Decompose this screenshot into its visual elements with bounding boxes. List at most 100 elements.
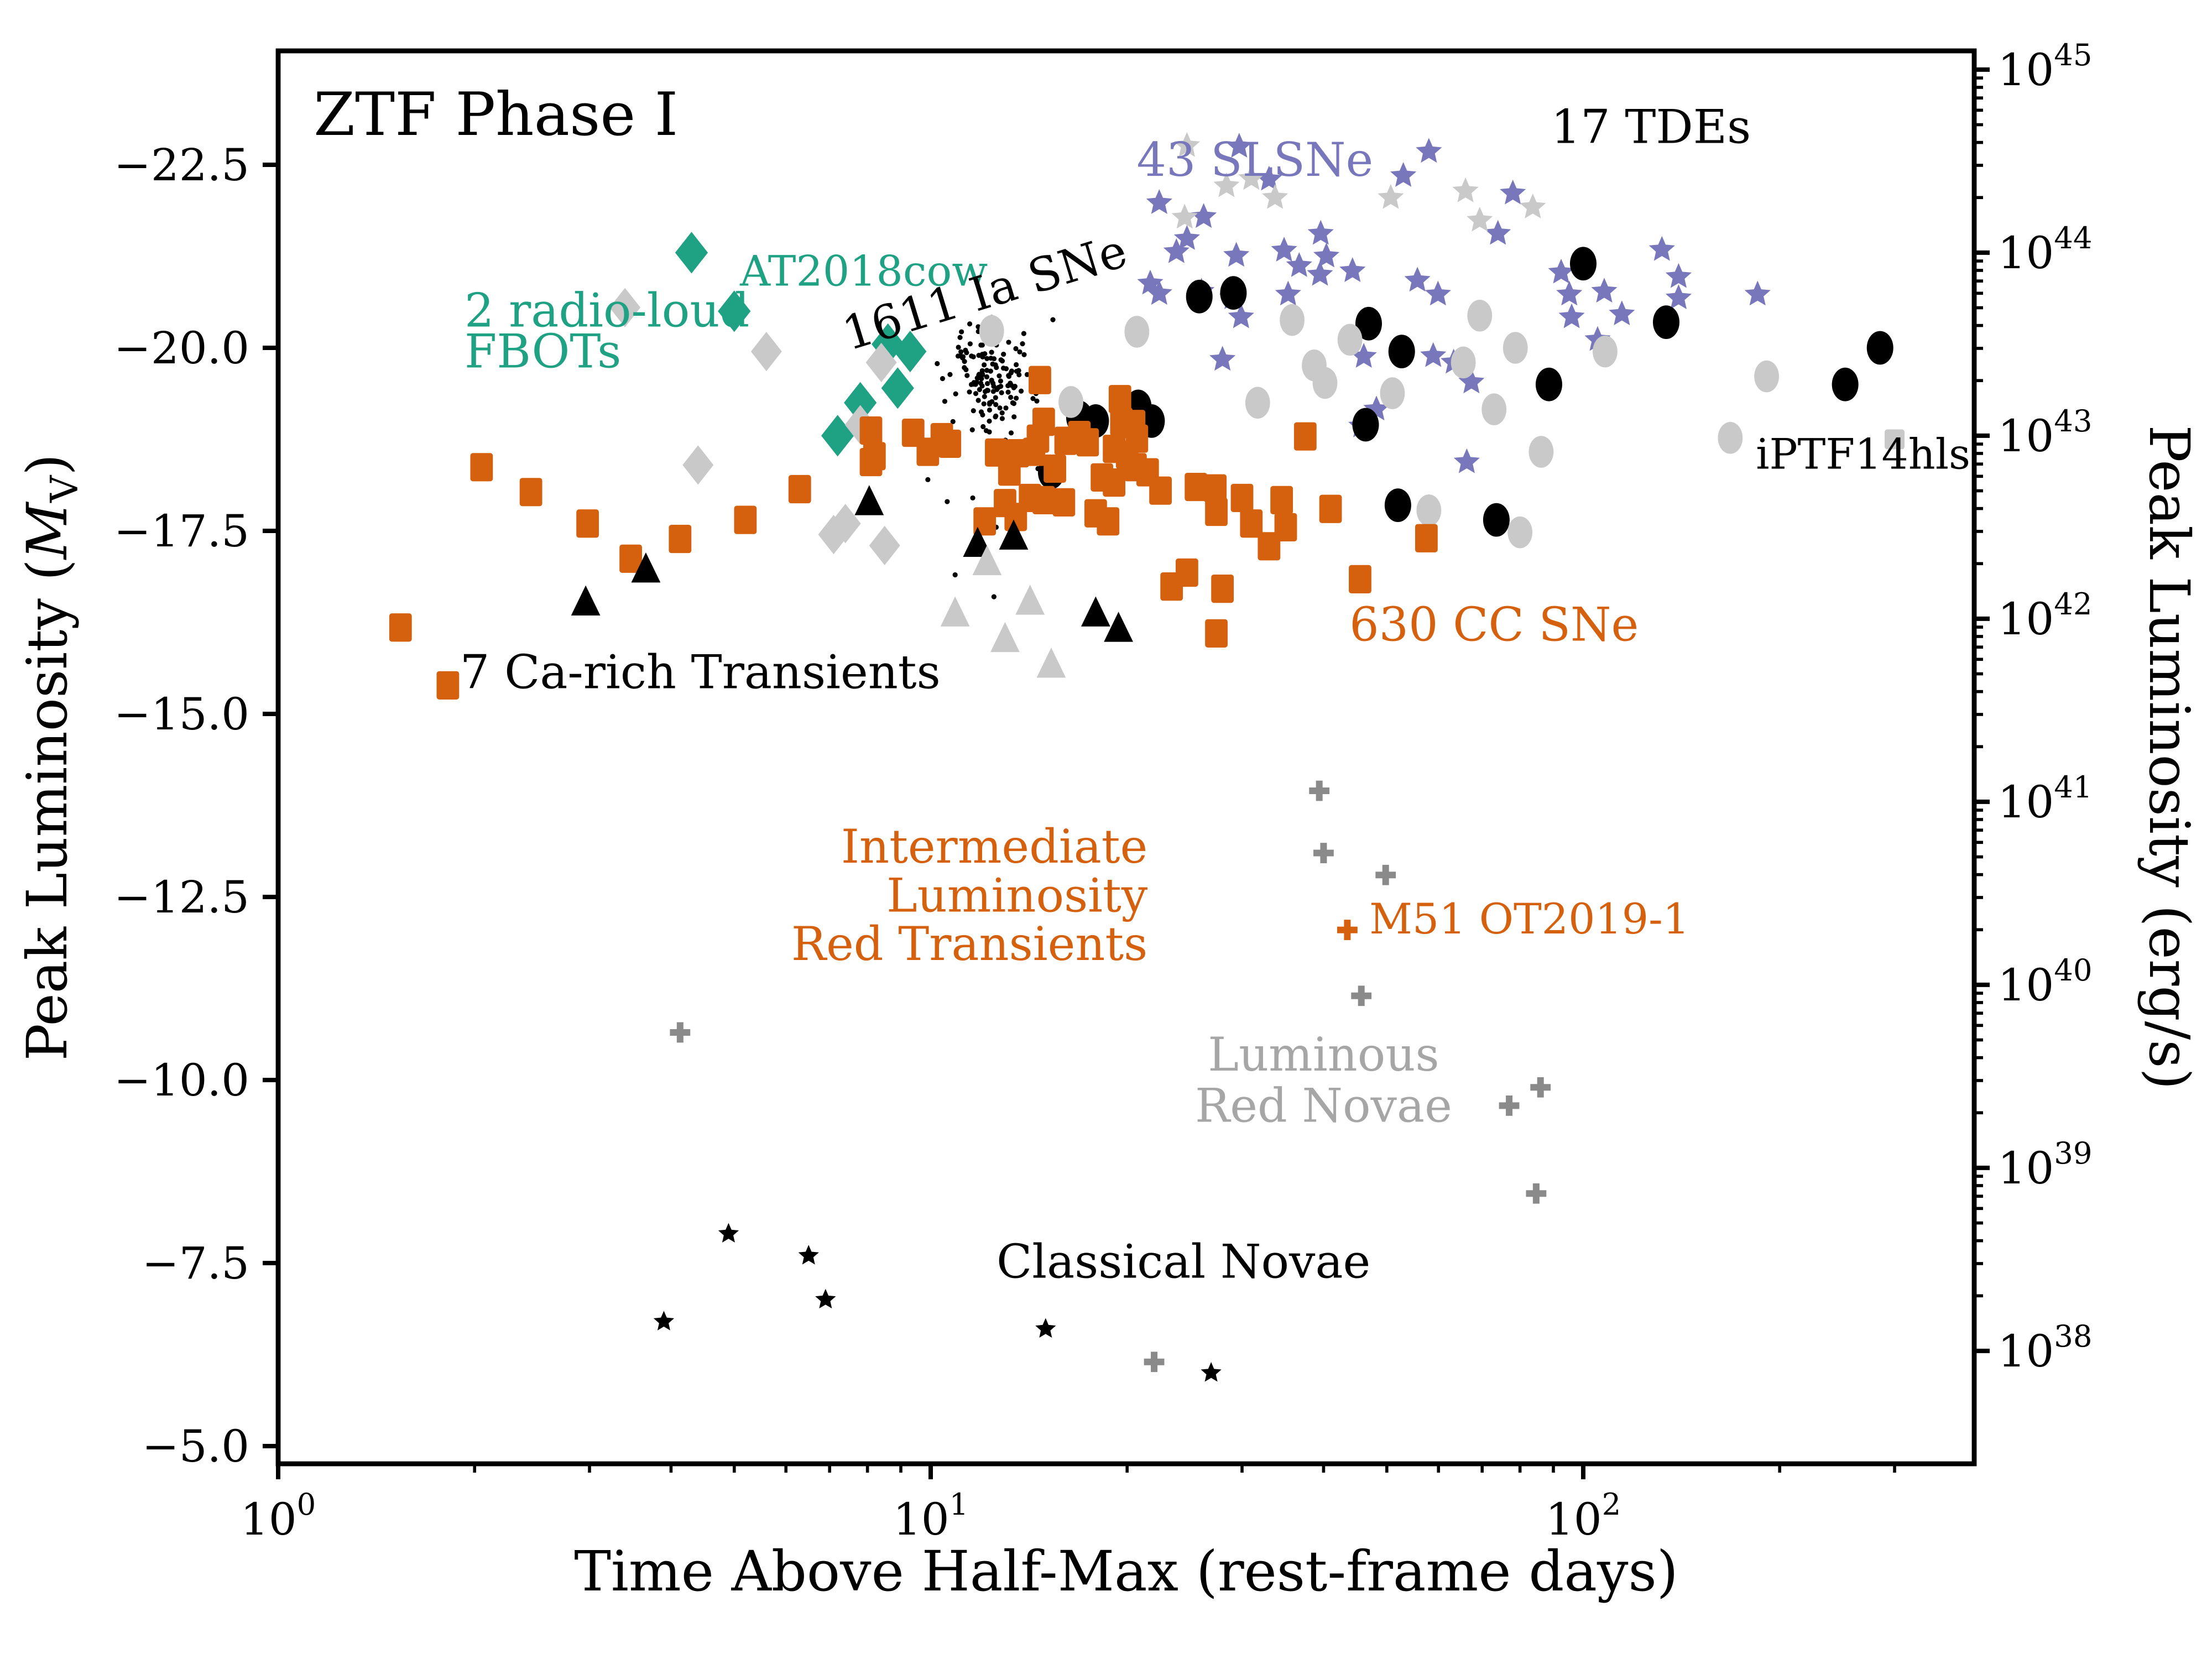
marker-slsne [1228, 303, 1254, 328]
marker-ia-sne [967, 389, 972, 395]
y-right-tick-label: 1045 [1997, 38, 2092, 96]
marker-ia-sne [1008, 380, 1013, 386]
marker-tdes [1866, 331, 1893, 365]
y-left-tick-label: −17.5 [114, 505, 249, 557]
marker-ccsne [1240, 509, 1263, 538]
marker-ia-sne [962, 365, 967, 371]
marker-slsne [1286, 252, 1312, 277]
annotation-carich-label: 7 Ca-rich Transients [460, 645, 941, 700]
marker-ia-sne [998, 378, 1004, 384]
marker-ia-sne [958, 349, 964, 354]
marker-ia-sne [1013, 346, 1019, 352]
marker-ia-sne [1011, 414, 1017, 420]
marker-ia-sne [1008, 430, 1014, 436]
marker-ia-sne [998, 383, 1004, 389]
series-gray_stars [1171, 132, 1546, 232]
marker-ia-sne [980, 424, 986, 430]
marker-slsne [1350, 343, 1377, 368]
marker-fbots [881, 367, 914, 409]
marker-slsne [1271, 237, 1297, 262]
marker-gray_circles [979, 315, 1004, 347]
y-right-tick-label: 1044 [1997, 221, 2092, 279]
marker-ia-sne [1021, 331, 1026, 336]
annotation-slsne-label: 43 SLSNe [1137, 133, 1374, 187]
annotation-ilrt-label-2: Luminosity [886, 868, 1148, 922]
marker-slsne [1458, 368, 1485, 394]
marker-ccsne [938, 429, 962, 458]
marker-ia-sne [1000, 366, 1006, 371]
marker-classical_novae [653, 1311, 675, 1331]
marker-ia-sne-outlier [991, 594, 997, 599]
marker-slsne [1500, 179, 1526, 205]
marker-tdes [1483, 503, 1510, 537]
y-left-axis-title: Peak Luminosity (MV) [15, 454, 87, 1061]
y-right-tick-label: 1043 [1997, 404, 2092, 462]
marker-ia-sne [978, 380, 984, 386]
annotation-cn-label: Classical Novae [997, 1234, 1370, 1288]
marker-ccsne [973, 507, 997, 536]
marker-ia-sne-outlier [970, 495, 975, 501]
marker-gray_triangles [1036, 648, 1066, 678]
marker-ia-sne [950, 419, 956, 424]
marker-ia-sne [989, 349, 994, 355]
marker-tdes [1352, 408, 1379, 442]
y-right-tick-label: 1038 [1997, 1319, 2092, 1377]
marker-gray_circles [1280, 304, 1305, 336]
marker-ca_rich_triangles [631, 552, 661, 583]
series-classical_novae [653, 1223, 1222, 1382]
marker-classical_novae [815, 1288, 836, 1309]
marker-gray_stars [1378, 184, 1404, 209]
marker-ia-sne [967, 321, 973, 327]
marker-iptf14hls [1885, 429, 1905, 450]
marker-slsne [1453, 448, 1480, 473]
marker-ccsne [576, 509, 599, 538]
marker-ia-sne [1014, 395, 1019, 401]
marker-ia-sne-outlier [952, 572, 958, 578]
marker-ccsne [1052, 488, 1076, 517]
marker-gray_pluses [1530, 1077, 1551, 1098]
marker-gray_diamonds [750, 332, 782, 372]
marker-m51_ot2019_1 [1337, 920, 1358, 940]
marker-tdes [1384, 488, 1411, 523]
marker-ia-sne [967, 341, 973, 347]
marker-ccsne [1076, 428, 1099, 457]
series-m51_ot2019_1 [1337, 920, 1358, 940]
marker-slsne [1313, 242, 1340, 268]
marker-gray_diamonds [682, 445, 714, 485]
annotation-fbot-label-1: 2 radio-loud [465, 284, 749, 338]
marker-ccsne [436, 671, 460, 700]
marker-ia-sne [942, 399, 948, 404]
marker-ia-sne [985, 381, 990, 387]
marker-slsne [1416, 138, 1442, 163]
marker-ia-sne [999, 410, 1005, 416]
x-tick-label: 100 [241, 1487, 316, 1545]
marker-ccsne [859, 416, 883, 445]
marker-gray_pluses [1144, 1352, 1165, 1373]
y-left-tick-label: −22.5 [114, 139, 249, 191]
marker-gray_diamonds [869, 525, 900, 566]
marker-ia-sne [988, 368, 993, 374]
annotation-fbot-label-2: FBOTs [465, 325, 621, 379]
marker-gray_stars [1171, 204, 1198, 229]
marker-fbots [821, 415, 854, 457]
marker-ia-sne [997, 405, 1003, 411]
marker-ia-sne [999, 390, 1004, 395]
marker-ia-sne [1010, 400, 1015, 405]
marker-ia-sne [982, 394, 987, 399]
marker-ia-sne [993, 362, 998, 368]
marker-ia-sne [947, 372, 953, 377]
marker-ia-sne [987, 418, 992, 424]
marker-ccsne [470, 453, 493, 482]
y-axis-left: −22.5 −20.0 −17.5 −15.0 −12.5 −10.0 −7.5 −5.0 Pe… [15, 139, 278, 1472]
marker-slsne [1665, 284, 1692, 310]
marker-ccsne [619, 544, 642, 573]
marker-ia-sne [1050, 317, 1056, 322]
marker-ia-sne [1012, 383, 1018, 389]
marker-slsne [1420, 342, 1447, 367]
marker-ia-sne [1030, 396, 1036, 401]
marker-gray_circles [1593, 335, 1618, 368]
marker-ccsne [1319, 494, 1342, 523]
marker-gray_stars [1238, 165, 1265, 190]
